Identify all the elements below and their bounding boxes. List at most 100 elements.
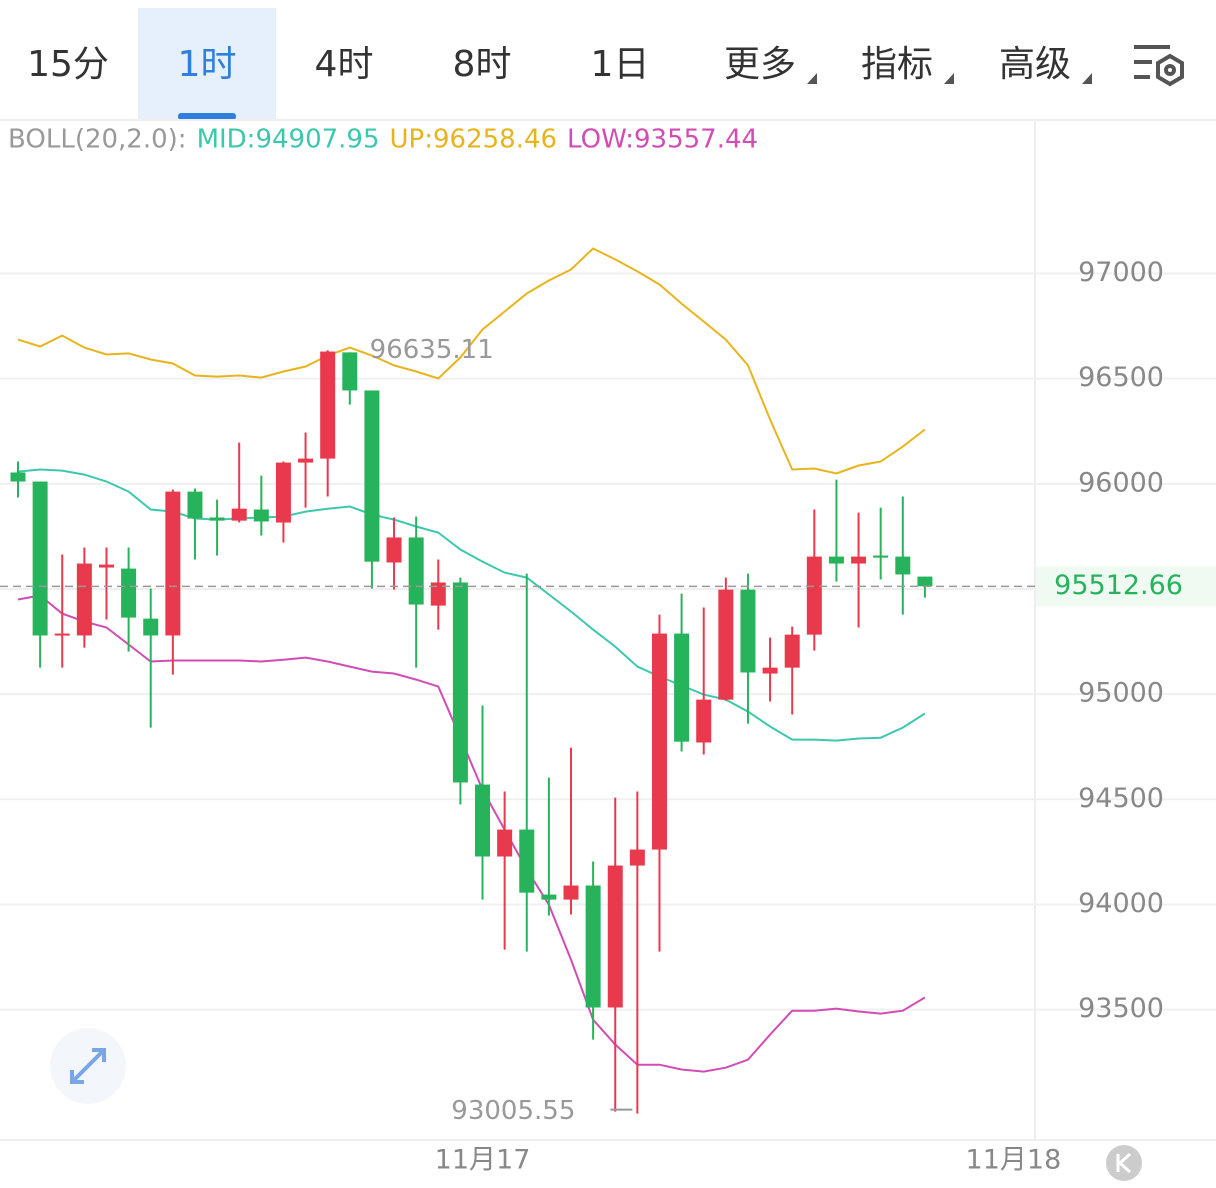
candle-body xyxy=(253,509,269,522)
high-annotation: 96635.11 xyxy=(370,335,494,365)
expand-icon xyxy=(70,1048,106,1084)
candle xyxy=(452,577,468,805)
candle xyxy=(32,481,48,668)
candle-body xyxy=(651,633,667,850)
tab-bar: 15分 1时 4时 8时 1日 更多 指标 高级 xyxy=(27,8,1092,120)
legend-entry: MID:94907.95 xyxy=(197,125,380,155)
candle-body xyxy=(408,537,424,605)
candle-body xyxy=(762,667,778,674)
expand-button[interactable] xyxy=(50,1028,126,1104)
candle xyxy=(386,517,402,590)
candle xyxy=(475,705,491,900)
candle-body xyxy=(696,699,712,743)
candle xyxy=(541,777,557,916)
candle xyxy=(275,461,291,543)
tab-label: 4时 xyxy=(315,44,374,85)
candle xyxy=(253,475,269,536)
band-line xyxy=(17,247,926,475)
tab[interactable]: 8时 xyxy=(453,44,512,85)
candle xyxy=(519,573,535,952)
candle-body xyxy=(386,537,402,563)
low-annotation: 93005.55 xyxy=(451,1096,575,1126)
y-tick-label: 96500 xyxy=(1078,362,1164,393)
tab-label: 指标 xyxy=(861,44,933,85)
candle-body xyxy=(187,491,203,519)
tab[interactable]: 更多 xyxy=(724,44,817,85)
tab-label: 1时 xyxy=(178,44,237,85)
candle xyxy=(54,554,70,668)
candle xyxy=(231,442,247,523)
candle-body xyxy=(143,618,159,636)
candle xyxy=(873,507,889,580)
candle xyxy=(121,547,137,652)
candle-body xyxy=(497,829,513,857)
y-tick-label: 95000 xyxy=(1078,678,1164,709)
candle xyxy=(76,547,92,648)
legend-entry: UP:96258.46 xyxy=(390,125,558,155)
candle-body xyxy=(851,556,867,564)
candle xyxy=(806,509,822,651)
candle xyxy=(563,747,579,915)
candle xyxy=(165,489,181,675)
candle-body xyxy=(784,634,800,668)
y-tick-label: 93500 xyxy=(1078,993,1164,1024)
candle xyxy=(430,559,446,630)
tab-underline xyxy=(178,113,236,120)
candle xyxy=(674,593,690,752)
candle xyxy=(762,637,778,702)
candle xyxy=(607,797,623,1112)
candle xyxy=(718,577,734,701)
tab[interactable]: 15分 xyxy=(27,44,109,85)
candle-body xyxy=(165,491,181,636)
candle-body xyxy=(917,576,933,587)
candle-body xyxy=(585,885,601,1008)
candle xyxy=(629,791,645,1114)
candle xyxy=(851,512,867,628)
candle-body xyxy=(519,829,535,893)
plot: BOLL(20,2.0): MID:94907.95 UP:96258.46 LOW:… xyxy=(0,125,1216,1176)
candle xyxy=(10,461,26,498)
candle-body xyxy=(76,563,92,636)
candle-body xyxy=(298,458,314,463)
candle xyxy=(828,479,844,582)
candle-body xyxy=(320,351,336,459)
candle xyxy=(98,547,114,620)
candle xyxy=(784,626,800,715)
tab-label: 更多 xyxy=(724,44,796,85)
y-tick-label: 96000 xyxy=(1078,467,1164,498)
candle-body xyxy=(563,885,579,900)
candle-body xyxy=(475,784,491,857)
dropdown-caret xyxy=(807,73,817,84)
settings-icon[interactable] xyxy=(1134,45,1184,87)
candle-body xyxy=(541,894,557,900)
x-tick-label: 11月17 xyxy=(435,1145,531,1176)
tab[interactable]: 4时 xyxy=(315,44,374,85)
dropdown-caret xyxy=(944,73,954,84)
tab[interactable]: 1时 xyxy=(138,8,276,120)
candle xyxy=(740,573,756,724)
candle xyxy=(187,488,203,560)
candle-body xyxy=(121,568,137,618)
candle xyxy=(143,588,159,728)
tab[interactable]: 1日 xyxy=(591,44,650,85)
tab-label: 1日 xyxy=(591,44,650,85)
tab[interactable]: 高级 xyxy=(999,44,1092,85)
candle-body xyxy=(10,472,26,482)
y-tick-label: 94000 xyxy=(1078,888,1164,919)
tab-label: 高级 xyxy=(999,44,1071,85)
candle xyxy=(209,499,225,556)
x-tick-label: 11月18 xyxy=(966,1145,1062,1176)
icon-hex xyxy=(1156,53,1184,87)
tab-label: 15分 xyxy=(27,44,109,85)
k-icon xyxy=(1116,1152,1132,1174)
candle-body xyxy=(231,508,247,521)
candle xyxy=(497,791,513,950)
candle-body xyxy=(895,556,911,575)
tab-label: 8时 xyxy=(453,44,512,85)
candle-body xyxy=(342,352,358,391)
tab[interactable]: 指标 xyxy=(861,44,954,85)
y-tick-label: 97000 xyxy=(1078,257,1164,288)
candle-body xyxy=(452,582,468,783)
k-button[interactable] xyxy=(1106,1145,1142,1181)
